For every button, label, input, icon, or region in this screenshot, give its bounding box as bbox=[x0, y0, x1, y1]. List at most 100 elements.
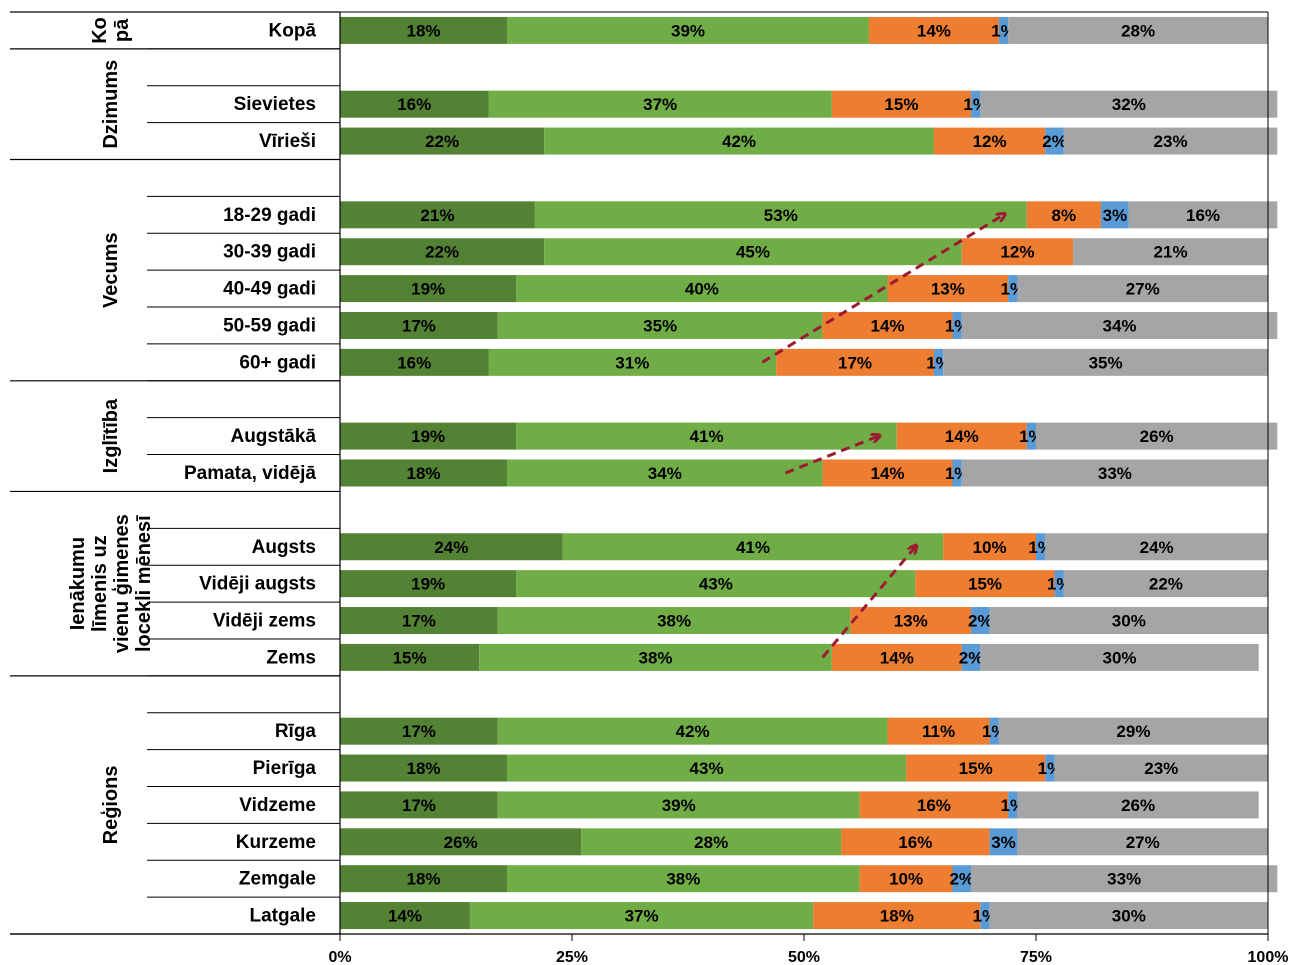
data-label: 14% bbox=[917, 21, 951, 40]
bar-row: 14% 37% 18% 1% 30% bbox=[340, 902, 1268, 930]
bar-row: 24% 41% 10% 1% 24% bbox=[340, 533, 1268, 561]
data-label: 2% bbox=[1042, 132, 1067, 151]
data-label: 43% bbox=[690, 759, 724, 778]
bar-segment bbox=[952, 311, 962, 339]
bar-segment bbox=[1036, 422, 1278, 450]
data-label: 21% bbox=[1154, 243, 1188, 262]
bar-segment bbox=[469, 902, 814, 930]
bar-segment bbox=[340, 607, 498, 635]
bar-segment bbox=[998, 717, 1268, 745]
bar-segment bbox=[776, 348, 934, 376]
category-label: Vidēji augsts bbox=[199, 574, 316, 595]
bar-row: 18% 39% 14% 1% 28% bbox=[340, 16, 1268, 44]
category-label: 60+ gadi bbox=[239, 352, 316, 373]
bar-segment bbox=[497, 791, 860, 819]
bar-segment bbox=[971, 90, 981, 118]
category-label: 18-29 gadi bbox=[223, 205, 316, 226]
bar-segment bbox=[544, 127, 934, 155]
bar-segment bbox=[961, 459, 1268, 487]
bar-segment bbox=[340, 238, 545, 266]
bar-segment bbox=[497, 717, 888, 745]
bar-segment bbox=[1063, 127, 1278, 155]
bar-segment bbox=[887, 275, 1009, 303]
data-label: 35% bbox=[643, 316, 677, 335]
data-label: 23% bbox=[1144, 759, 1178, 778]
bar-row: 22% 42% 12% 2% 23% bbox=[340, 127, 1278, 155]
bar-segment bbox=[1128, 201, 1278, 229]
group-label-line: Ko bbox=[89, 17, 111, 44]
group-label: Izglītība bbox=[100, 398, 122, 473]
bar-segment bbox=[507, 754, 907, 782]
bar-row: 18% 34% 14% 1% 33% bbox=[340, 459, 1268, 487]
bar-segment bbox=[822, 459, 953, 487]
bar-row: 17% 42% 11% 1% 29% bbox=[340, 717, 1268, 745]
bar-segment bbox=[989, 902, 1268, 930]
data-label: 2% bbox=[949, 870, 974, 889]
data-label: 16% bbox=[1186, 206, 1220, 225]
x-tick-label: 75% bbox=[1020, 949, 1052, 965]
bar-row: 17% 35% 14% 1% 34% bbox=[340, 311, 1278, 339]
bar-segment bbox=[562, 533, 944, 561]
bar-segment bbox=[507, 16, 869, 44]
data-label: 17% bbox=[402, 316, 436, 335]
data-label: 34% bbox=[648, 464, 682, 483]
bar-segment bbox=[1026, 201, 1101, 229]
category-label: Augsts bbox=[252, 537, 316, 558]
category-label: 50-59 gadi bbox=[223, 315, 316, 336]
bar-segment bbox=[1045, 127, 1064, 155]
data-label: 53% bbox=[764, 206, 798, 225]
bar-segment bbox=[340, 791, 498, 819]
data-label: 18% bbox=[407, 759, 441, 778]
bar-row: 16% 31% 17% 1% 35% bbox=[340, 348, 1268, 376]
data-label: 30% bbox=[1103, 648, 1137, 667]
data-label: 14% bbox=[871, 464, 905, 483]
data-label: 33% bbox=[1107, 870, 1141, 889]
data-label: 43% bbox=[699, 575, 733, 594]
category-label: Pamata, vidējā bbox=[184, 463, 316, 484]
data-label: 30% bbox=[1112, 612, 1146, 631]
bar-segment bbox=[1063, 570, 1268, 598]
bar-segment bbox=[989, 717, 999, 745]
category-label: Vidēji zems bbox=[213, 611, 316, 632]
data-label: 30% bbox=[1112, 907, 1146, 926]
bar-segment bbox=[1045, 754, 1055, 782]
data-label: 29% bbox=[1116, 722, 1150, 741]
bar-row: 17% 39% 16% 1% 26% bbox=[340, 791, 1259, 819]
data-label: 17% bbox=[402, 722, 436, 741]
bar-segment bbox=[1054, 754, 1268, 782]
bar-segment bbox=[831, 643, 962, 671]
bar-segment bbox=[841, 828, 990, 856]
bar-segment bbox=[1008, 275, 1018, 303]
data-label: 15% bbox=[884, 95, 918, 114]
bar-segment bbox=[340, 754, 508, 782]
bar-segment bbox=[340, 16, 508, 44]
category-label: Zemgale bbox=[239, 869, 316, 890]
data-label: 10% bbox=[973, 538, 1007, 557]
bar-row: 19% 40% 13% 1% 27% bbox=[340, 275, 1268, 303]
bar-segment bbox=[971, 607, 990, 635]
group-label-line: Vecums bbox=[100, 232, 122, 308]
data-label: 37% bbox=[625, 907, 659, 926]
data-label: 14% bbox=[871, 316, 905, 335]
data-label: 33% bbox=[1098, 464, 1132, 483]
bar-segment bbox=[961, 238, 1074, 266]
bar-segment bbox=[915, 570, 1055, 598]
bar-segment bbox=[961, 643, 981, 671]
data-label: 40% bbox=[685, 280, 719, 299]
data-label: 10% bbox=[889, 870, 923, 889]
data-label: 38% bbox=[657, 612, 691, 631]
group-label-line: locekli mēnesī bbox=[133, 515, 155, 652]
group-label-line: vienu ģimenes bbox=[111, 514, 133, 653]
category-label: 30-39 gadi bbox=[223, 242, 316, 263]
bar-segment bbox=[534, 201, 1027, 229]
bar-segment bbox=[822, 311, 953, 339]
data-label: 15% bbox=[959, 759, 993, 778]
data-label: 27% bbox=[1126, 833, 1160, 852]
trend-arrow bbox=[821, 547, 916, 659]
data-label: 21% bbox=[420, 206, 454, 225]
category-label: Sievietes bbox=[234, 94, 316, 115]
bar-segment bbox=[1100, 201, 1129, 229]
bar-segment bbox=[340, 570, 517, 598]
bar-segment bbox=[340, 865, 508, 893]
